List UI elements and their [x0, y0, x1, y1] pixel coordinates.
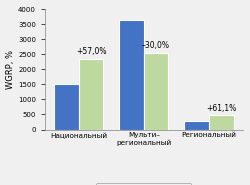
Y-axis label: WGRP, %: WGRP, % — [6, 50, 15, 89]
Bar — [209, 115, 234, 130]
Bar — [144, 53, 169, 130]
Text: +61,1%: +61,1% — [206, 104, 236, 113]
Bar — [54, 84, 79, 130]
Bar — [119, 20, 144, 130]
Bar — [79, 59, 104, 130]
Bar — [184, 121, 209, 130]
Legend: 2005 г., 2006 г.: 2005 г., 2006 г. — [96, 183, 191, 185]
Text: –30,0%: –30,0% — [142, 41, 170, 50]
Text: +57,0%: +57,0% — [76, 47, 106, 56]
